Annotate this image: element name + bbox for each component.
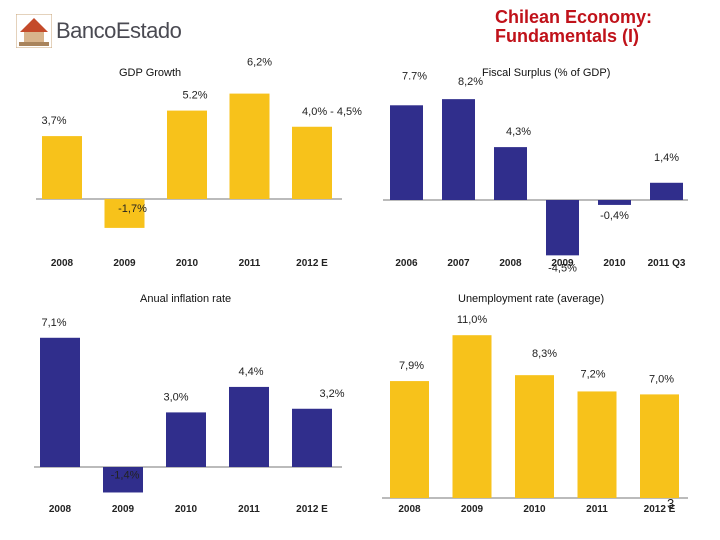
unemployment-bar-2012-e <box>640 394 679 498</box>
fiscal-data-label-2006: 7.7% <box>402 70 427 82</box>
bancoestado-logo-mark <box>16 14 52 48</box>
gdp-bar-2012-e <box>292 126 332 199</box>
page-number: 3 <box>667 496 675 511</box>
inflation-bar-2009 <box>103 467 143 493</box>
gdp-bar-2009 <box>104 199 145 228</box>
fiscal-bar-2011-q3 <box>650 182 683 200</box>
gdp-bar-2008 <box>42 136 82 199</box>
inflation-chart-title: Anual inflation rate <box>140 293 232 305</box>
unemployment-tick-label-2008: 2008 <box>398 504 421 515</box>
inflation-data-label-2009: -1,4% <box>111 469 140 481</box>
fiscal-tick-label-2009: 2009 <box>551 258 574 269</box>
unemployment-bar-2011 <box>577 391 617 498</box>
unemployment-tick-label-2010: 2010 <box>523 504 546 515</box>
unemployment-data-label-2008: 7,9% <box>399 360 424 372</box>
unemployment-chart-title: Unemployment rate (average) <box>458 293 605 305</box>
fiscal-tick-label-2008: 2008 <box>499 258 522 269</box>
fiscal-data-label-2010: -0,4% <box>600 210 629 222</box>
gdp-data-label-2012-e: 4,0% - 4,5% <box>302 106 362 118</box>
page-title: Chilean Economy: Fundamentals (I) <box>495 8 652 46</box>
fiscal-bar-2008 <box>494 147 527 200</box>
fiscal-bar-2006 <box>390 105 423 200</box>
fiscal-data-label-2008: 4,3% <box>506 126 531 138</box>
gdp-tick-label-2008: 2008 <box>51 258 74 269</box>
inflation-bar-2008 <box>40 337 80 467</box>
unemployment-bar-2009 <box>452 335 492 498</box>
fiscal-bar-2009 <box>546 200 579 256</box>
gdp-tick-label-2011: 2011 <box>239 258 261 269</box>
unemployment-tick-label-2012-e: 2012 E <box>644 504 676 515</box>
fiscal-tick-label-2007: 2007 <box>447 258 470 269</box>
inflation-tick-label-2009: 2009 <box>112 504 135 515</box>
fiscal-chart-title: Fiscal Surplus (% of GDP) <box>482 67 611 79</box>
page-title-line1: Chilean Economy: <box>494 7 652 27</box>
unemployment-bar-2010 <box>515 375 554 498</box>
inflation-bar-2012-e <box>292 408 332 467</box>
inflation-data-label-2012-e: 3,2% <box>319 388 344 400</box>
inflation-bar-2011 <box>229 386 269 467</box>
fiscal-bar-2007 <box>442 99 475 200</box>
fiscal-data-label-2011-q3: 1,4% <box>654 152 679 164</box>
inflation-data-label-2010: 3,0% <box>163 391 188 403</box>
fiscal-tick-label-2010: 2010 <box>603 258 626 269</box>
gdp-tick-label-2009: 2009 <box>113 258 136 269</box>
unemployment-data-label-2010: 8,3% <box>532 348 557 360</box>
unemployment-data-label-2009: 11,0% <box>457 314 488 326</box>
gdp-bar-2011 <box>229 93 270 199</box>
fiscal-tick-label-2006: 2006 <box>395 258 418 269</box>
inflation-bar-2010 <box>166 412 206 467</box>
page-title-line2: Fundamentals (I) <box>494 26 639 46</box>
unemployment-tick-label-2009: 2009 <box>461 504 484 515</box>
gdp-bar-2010 <box>167 110 207 199</box>
gdp-data-label-2010: 5.2% <box>182 90 207 102</box>
unemployment-tick-label-2011: 2011 <box>586 504 608 515</box>
gdp-chart-title: GDP Growth <box>119 67 182 79</box>
inflation-tick-label-2012-e: 2012 E <box>296 504 328 515</box>
brand-name: BancoEstado <box>56 18 182 43</box>
bancoestado-logo: BancoEstado <box>16 14 196 50</box>
gdp-data-label-2009: -1,7% <box>118 203 147 215</box>
inflation-tick-label-2011: 2011 <box>238 504 260 515</box>
inflation-data-label-2011: 4,4% <box>238 366 263 378</box>
fiscal-tick-label-2011-q3: 2011 Q3 <box>648 258 686 269</box>
unemployment-bar-2008 <box>390 381 429 498</box>
unemployment-data-label-2011: 7,2% <box>580 368 605 380</box>
gdp-tick-label-2012-e: 2012 E <box>296 258 328 269</box>
gdp-data-label-2008: 3,7% <box>41 115 66 127</box>
gdp-tick-label-2010: 2010 <box>176 258 199 269</box>
fiscal-bar-2010 <box>598 200 631 205</box>
fiscal-data-label-2007: 8,2% <box>458 76 483 88</box>
gdp-data-label-2011: 6,2% <box>247 57 272 69</box>
unemployment-data-label-2012-e: 7,0% <box>649 373 674 385</box>
inflation-data-label-2008: 7,1% <box>41 317 66 329</box>
inflation-tick-label-2010: 2010 <box>175 504 198 515</box>
inflation-tick-label-2008: 2008 <box>49 504 72 515</box>
fiscal-data-label-2009: -4,5% <box>548 262 577 274</box>
